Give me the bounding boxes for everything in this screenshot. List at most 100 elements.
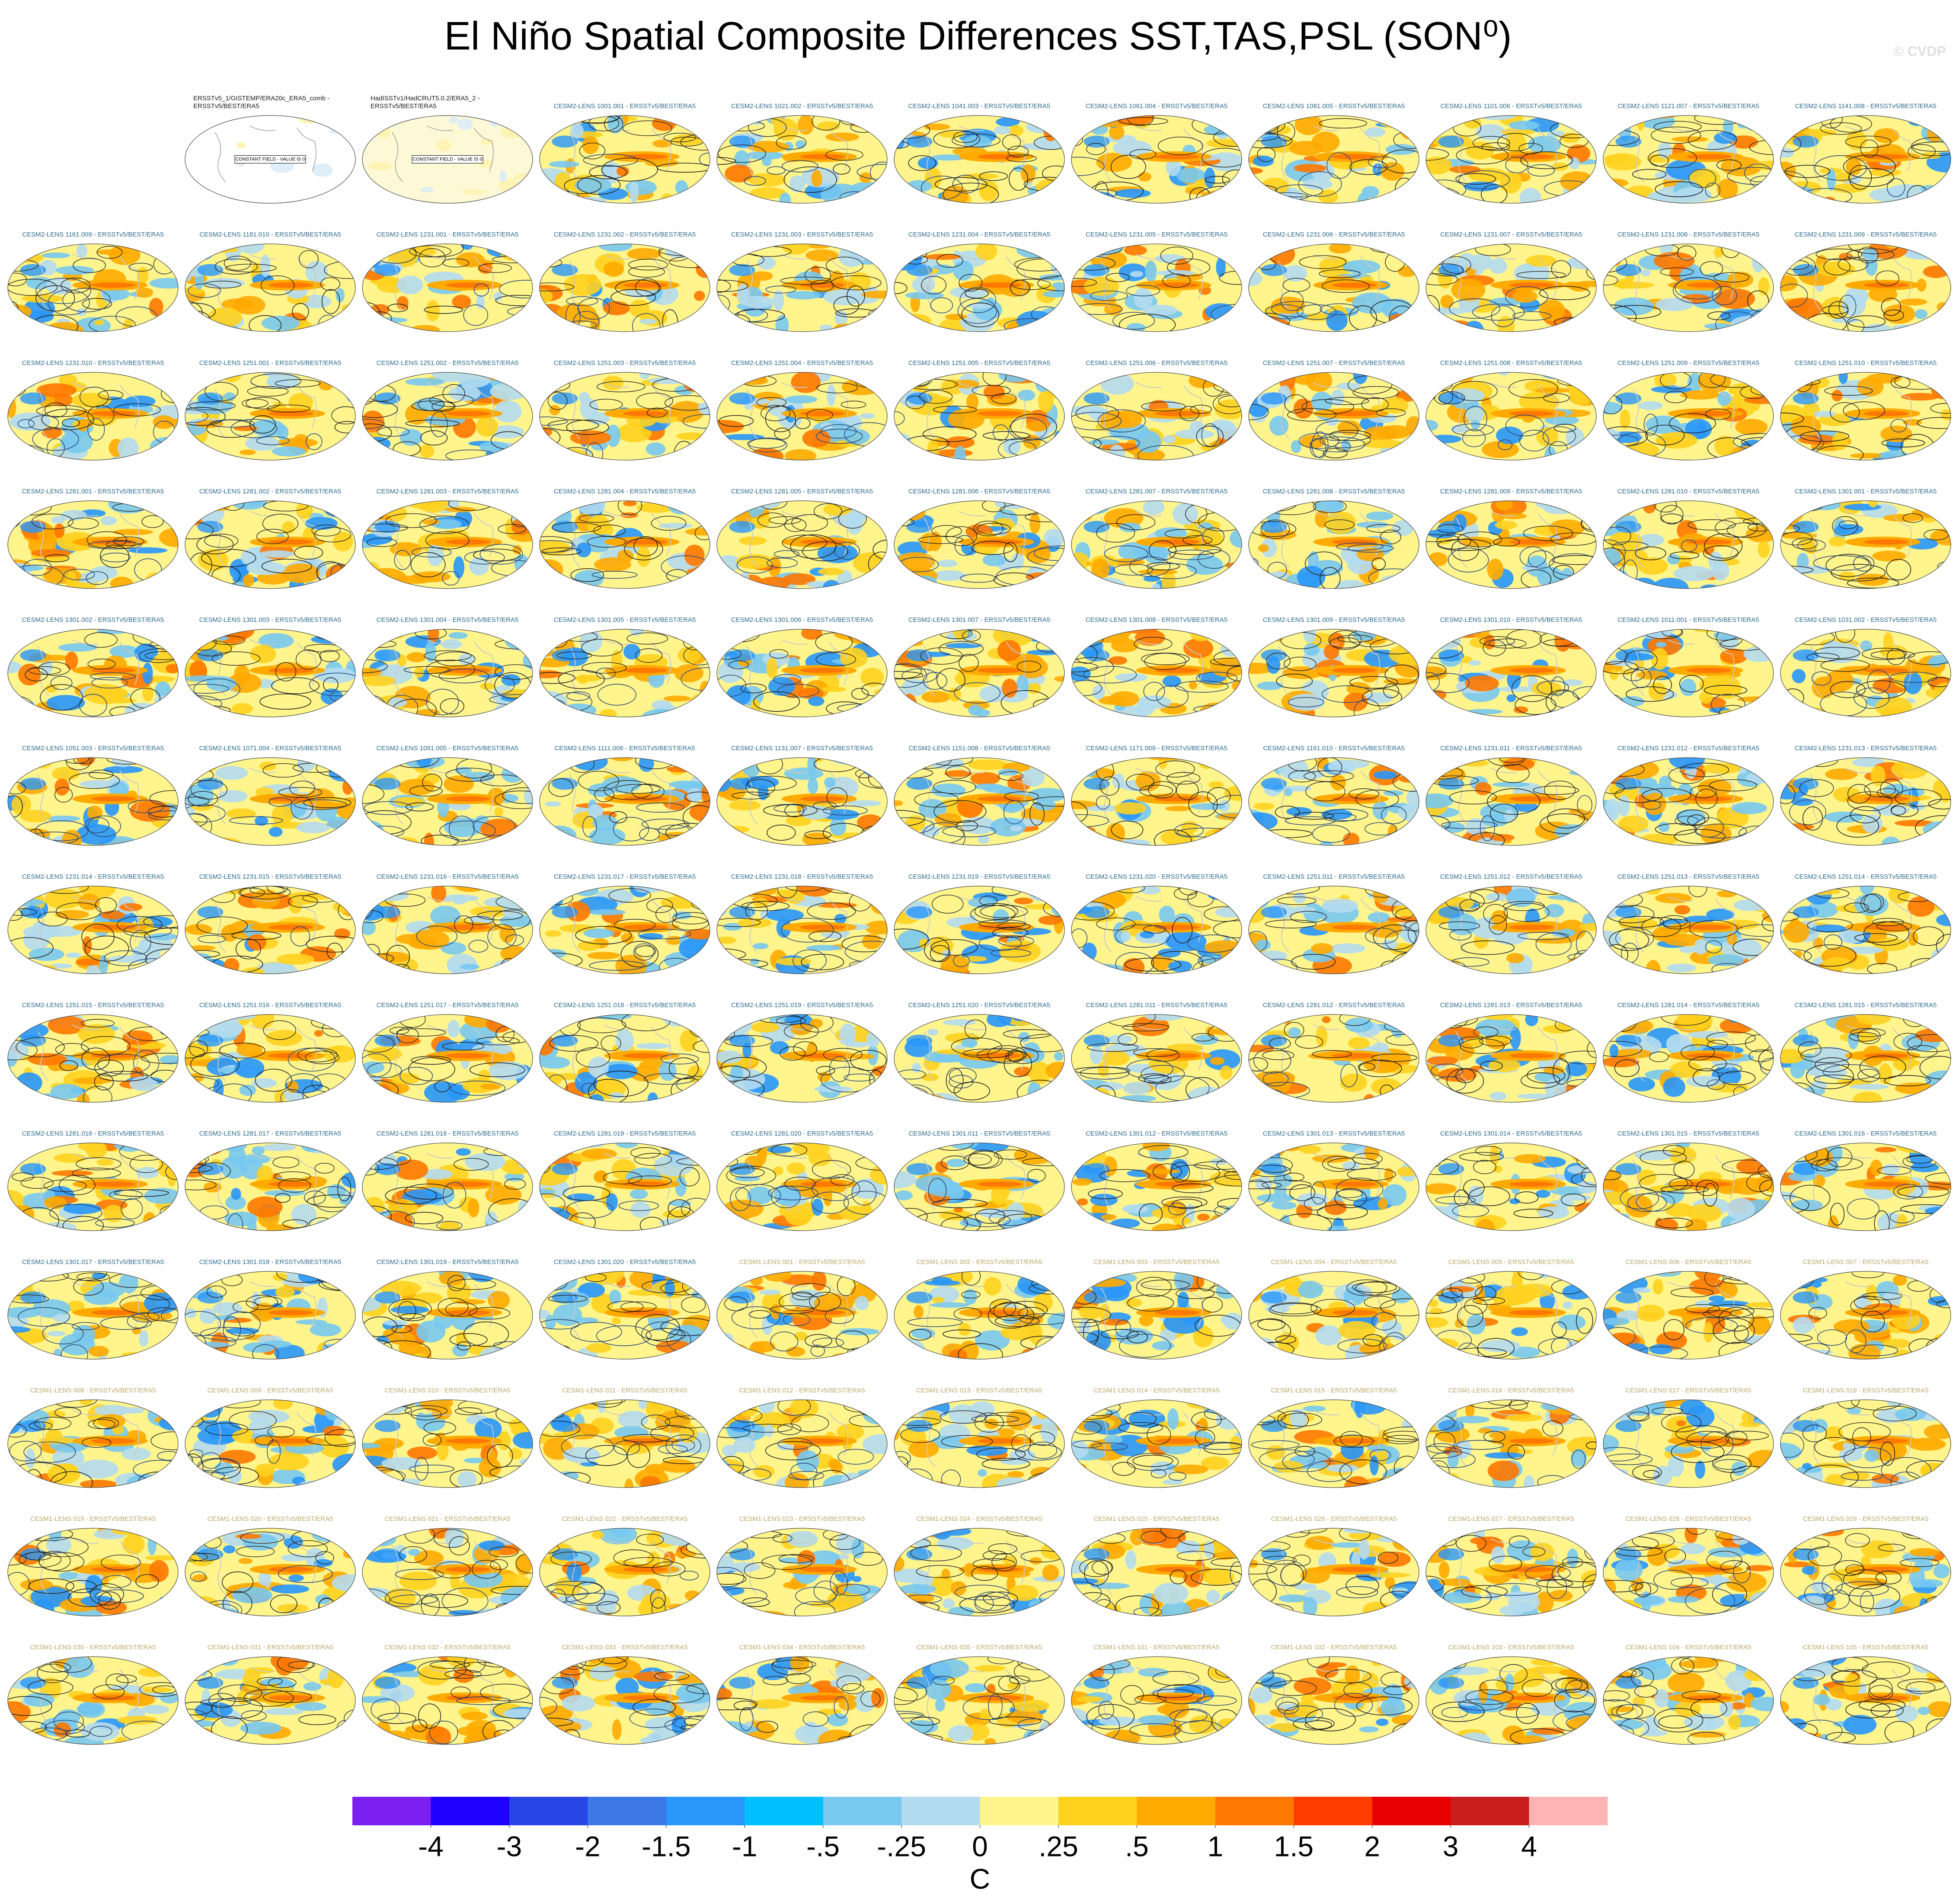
contour-line [1391,951,1419,974]
map-anomaly [418,501,449,513]
map-anomaly [1088,1014,1102,1021]
map-anomaly [1656,432,1697,449]
map-anomaly [272,446,306,457]
map-anomaly [1783,921,1809,943]
map-anomaly [1937,253,1949,263]
map-anomaly [717,507,739,525]
map-anomaly [37,965,57,971]
map-field [1426,629,1596,717]
contour-line [1249,629,1279,643]
map-field [1603,115,1774,203]
map-anomaly [603,261,624,277]
map-anomaly [1666,963,1696,973]
contour-line [32,427,79,451]
map-anomaly [1259,322,1269,332]
map-anomaly [1165,806,1192,812]
globe-map [1071,886,1242,974]
map-anomaly [1470,420,1480,429]
contour-line [185,244,216,258]
globe-map [1248,886,1419,974]
map-anomaly [1042,291,1064,298]
map-anomaly [869,1014,887,1020]
contour-line [934,177,988,192]
map-anomaly [112,758,134,768]
map-anomaly [362,1097,384,1102]
contour-line [362,512,384,521]
contour-line [1746,957,1774,974]
map-anomaly [297,758,316,772]
map-anomaly [540,1034,555,1056]
map-anomaly [807,777,818,795]
map-anomaly [1274,629,1285,642]
map-anomaly [1561,244,1596,253]
map-anomaly [541,119,552,138]
contour-line [805,266,831,284]
map-anomaly [726,685,751,706]
map-anomaly [494,400,522,423]
map-anomaly [1201,321,1224,332]
map-anomaly [675,180,688,195]
map-anomaly [862,758,887,778]
contour-line [185,310,210,326]
map-anomaly [1517,961,1530,974]
map-anomaly [818,568,844,576]
map-anomaly [690,372,710,385]
map-anomaly [422,519,440,525]
map-anomaly [1489,834,1515,842]
map-anomaly [1451,278,1486,301]
map-anomaly [894,951,907,960]
contour-line [979,171,1008,181]
map-anomaly [186,710,200,717]
map-anomaly [1512,290,1538,303]
map-anomaly [669,963,685,974]
map-anomaly [1636,115,1645,131]
panel-title: CESM2-LENS 1161.009 - ERSSTv5/BEST/ERA5 [22,231,163,238]
map-anomaly [1249,812,1278,831]
globe-outline [185,115,356,204]
map-anomaly [479,683,495,690]
map-anomaly [201,959,228,974]
contour-line [495,294,533,306]
panel-title: CESM2-LENS 1251.007 - ERSSTv5/BEST/ERA5 [1263,359,1405,367]
map-anomaly [1151,583,1161,589]
contour-line [579,142,606,160]
map-anomaly [866,1031,880,1048]
contour-line [1162,273,1191,288]
contour-line [185,705,231,715]
map-anomaly [666,766,695,773]
contour-line [1426,186,1462,203]
map-anomaly [1434,372,1445,377]
contour-line [1280,291,1304,311]
map-field [185,629,355,717]
contour-line [249,415,276,434]
globe-map [1248,115,1419,204]
map-anomaly [577,501,606,515]
map-anomaly [1793,264,1819,276]
map-anomaly [540,453,577,460]
contour-line [1912,141,1951,152]
map-anomaly [1716,890,1737,898]
contour-line [1815,248,1863,260]
map-anomaly [859,704,882,717]
contour-line [1822,305,1849,315]
contour-line [1073,372,1108,381]
map-anomaly [1864,668,1908,673]
map-anomaly [1135,702,1154,716]
contour-line [767,166,786,175]
map-anomaly [1784,501,1795,514]
map-anomaly [1081,1014,1112,1025]
map-anomaly [55,910,89,919]
contour-line [628,259,668,271]
map-anomaly [1155,254,1185,263]
map-field [185,1014,355,1102]
map-anomaly [1090,1045,1103,1065]
contour-line [1527,164,1555,177]
map-anomaly [1200,702,1235,717]
contour-line [566,419,609,435]
globe-map [362,500,533,589]
contour-line [1574,950,1595,968]
map-anomaly [1166,157,1181,176]
map-anomaly [389,698,407,707]
map-anomaly [1249,708,1272,717]
map-anomaly [1655,893,1692,904]
